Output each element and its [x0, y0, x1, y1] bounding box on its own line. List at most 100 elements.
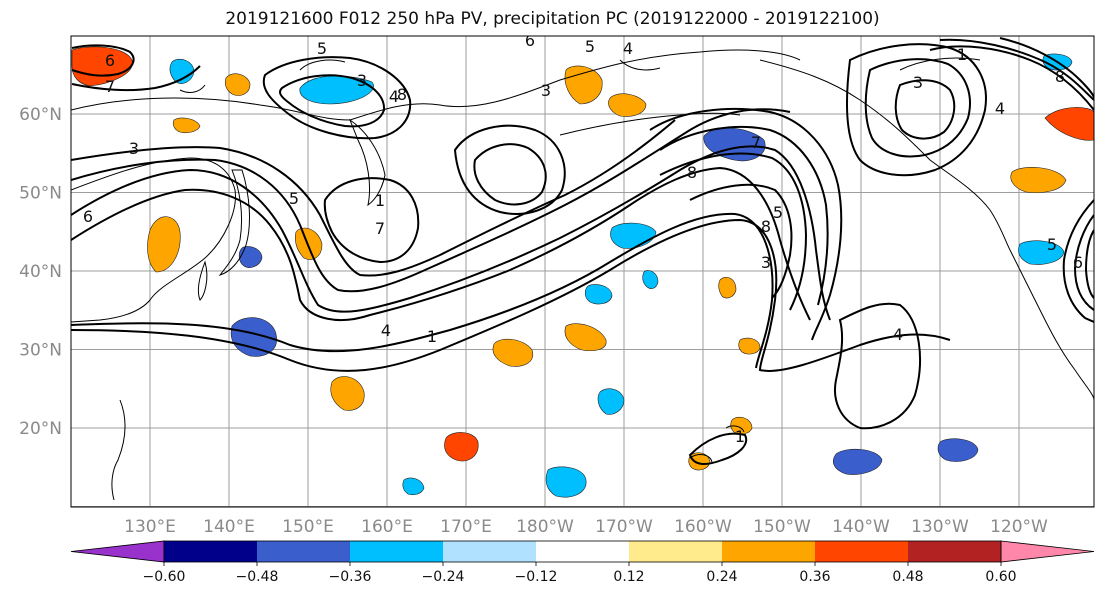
pv-contour — [659, 152, 808, 311]
colorbar-swatch — [536, 541, 629, 562]
colorbar-tick-label: 0.48 — [892, 569, 923, 585]
pv-contour — [929, 45, 1094, 111]
longitude-tick-label: 160°W — [674, 517, 732, 537]
pc-patch-positive — [564, 323, 607, 351]
pc-patch-negative — [230, 317, 277, 357]
colorbar-swatch — [257, 541, 350, 562]
pv-contour — [71, 108, 791, 293]
pv-contour-label: 7 — [105, 77, 115, 96]
pv-contour — [453, 124, 566, 215]
longitude-labels: 130°E 140°E 150°E 160°E 170°E 180°W 170°W 160°W… — [124, 517, 1048, 537]
pc-patch-positive — [172, 117, 201, 134]
latitude-tick-label: 40°N — [19, 262, 62, 282]
pc-patch-positive — [688, 452, 711, 471]
pv-contour-label: 5 — [317, 39, 327, 58]
map-frame — [70, 35, 1095, 508]
longitude-tick-label: 130°W — [911, 517, 969, 537]
pv-contour — [894, 79, 956, 140]
pv-contour — [262, 56, 412, 140]
pc-patch-negative — [584, 284, 613, 305]
pv-contours — [71, 37, 1094, 465]
pv-contour-label: 4 — [893, 325, 903, 344]
pc-patch-negative — [833, 448, 883, 475]
pv-contour-label: 8 — [761, 217, 771, 236]
colorbar-tick-label: 0.12 — [613, 569, 644, 585]
pv-contour-label: 1 — [957, 45, 967, 64]
pc-patch-negative — [1018, 240, 1065, 265]
pv-contour — [939, 38, 1094, 101]
pc-patch-positive — [444, 432, 479, 462]
latitude-tick-label: 60°N — [19, 105, 62, 125]
pc-patch-positive — [330, 376, 365, 411]
latitude-tick-label: 30°N — [19, 341, 62, 361]
pv-contour — [71, 145, 831, 321]
latitude-tick-label: 50°N — [19, 184, 62, 204]
pv-contour-label: 8 — [1055, 67, 1065, 86]
colorbar-tick-label: 0.24 — [706, 569, 737, 585]
coastline-japan — [218, 169, 250, 276]
colorbar-swatch — [350, 541, 443, 562]
colorbar-tick-label: −0.48 — [236, 569, 279, 585]
pv-contour — [71, 212, 774, 369]
colorbar-swatch — [629, 541, 722, 562]
coastline-alaska — [759, 59, 1011, 251]
pv-contour — [71, 44, 135, 77]
pc-patch-positive — [294, 227, 323, 260]
pv-contour-label: 8 — [687, 163, 697, 182]
pc-patch-positive — [71, 46, 133, 87]
longitude-tick-label: 170°W — [595, 517, 653, 537]
pv-contour-label: 6 — [1073, 253, 1083, 272]
latitude-labels: 60°N 50°N 40°N 30°N 20°N — [19, 105, 62, 439]
colorbar-tick-label: −0.12 — [515, 569, 558, 585]
pc-patch-positive — [1010, 167, 1067, 193]
pc-patch-positive — [738, 337, 761, 355]
pv-contour-label: 1 — [375, 191, 385, 210]
pv-contour — [71, 218, 951, 372]
pc-patch-negative — [238, 246, 263, 268]
pc-patch-positive — [1044, 107, 1094, 141]
longitude-tick-label: 120°W — [990, 517, 1048, 537]
pv-contour-label: 6 — [105, 51, 115, 70]
pv-contour — [864, 58, 971, 158]
colorbar-tick-label: 0.36 — [799, 569, 830, 585]
pv-contour — [999, 37, 1094, 99]
pv-contour-label: 5 — [1047, 235, 1057, 254]
pv-contour — [846, 43, 987, 177]
pv-contour-label: 3 — [761, 253, 771, 272]
colorbar-tick-label: 0.60 — [985, 569, 1016, 585]
pc-patch-negative — [937, 438, 979, 462]
pv-contour — [834, 302, 921, 430]
coastline-islands — [179, 57, 981, 93]
colorbar-tick-label: −0.60 — [143, 569, 186, 585]
coastline-kamchatka — [348, 118, 386, 207]
pv-contour-label: 3 — [541, 81, 551, 100]
longitude-tick-label: 160°E — [361, 517, 413, 537]
colorbar-tick-label: −0.24 — [422, 569, 465, 585]
pv-contour-label: 7 — [751, 133, 761, 152]
pv-contour — [71, 119, 676, 277]
pv-contour — [71, 65, 201, 92]
pv-contour — [659, 125, 829, 306]
colorbar-tick-label: −0.36 — [329, 569, 372, 585]
pv-contour-label: 3 — [129, 139, 139, 158]
pc-patch-positive — [224, 73, 251, 96]
pc-patch-negative — [597, 388, 625, 415]
longitude-tick-label: 150°W — [753, 517, 811, 537]
coastline-korea — [197, 260, 208, 301]
colorbar-swatch — [443, 541, 536, 562]
coastlines — [71, 49, 1094, 501]
colorbar-extend-high — [1000, 540, 1095, 563]
pv-contour-label: 1 — [427, 327, 437, 346]
longitude-tick-label: 140°E — [203, 517, 255, 537]
coastline-north-america — [1009, 249, 1094, 401]
pv-contour — [473, 143, 547, 206]
pv-contour — [1073, 214, 1094, 311]
pc-patch-negative — [642, 270, 659, 289]
pv-contour-label: 8 — [397, 85, 407, 104]
longitude-tick-label: 180°W — [516, 517, 574, 537]
precip-pc-patches — [71, 46, 1094, 498]
latitude-tick-label: 20°N — [19, 419, 62, 439]
pv-contour-label: 7 — [375, 219, 385, 238]
